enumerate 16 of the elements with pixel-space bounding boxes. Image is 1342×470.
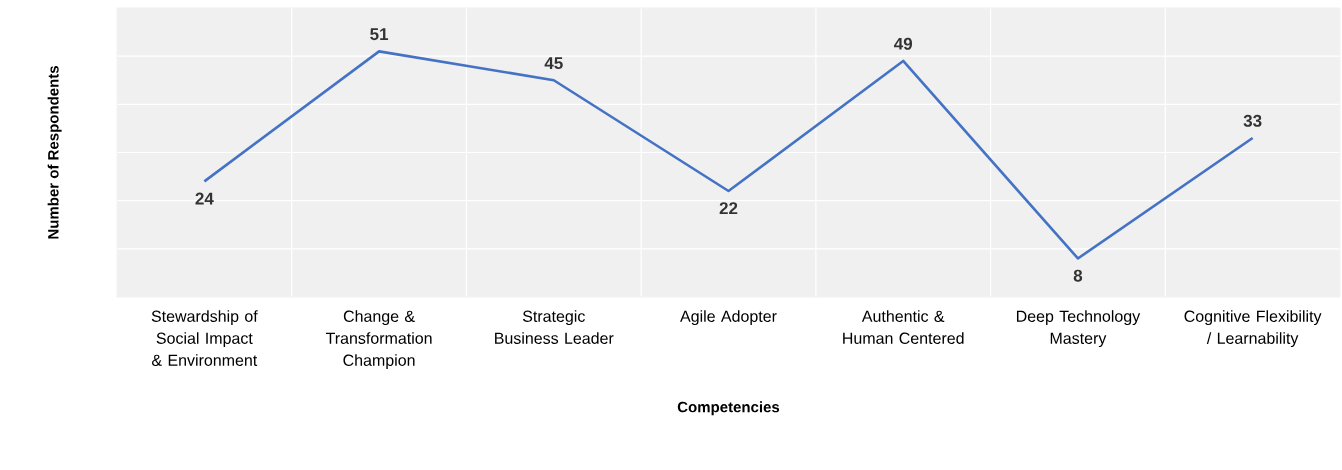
data-label: 33: [1243, 114, 1262, 127]
data-label: 45: [544, 57, 563, 70]
x-tick-label: Stewardship of Social Impact & Environment: [151, 310, 258, 366]
data-label: 24: [195, 192, 214, 205]
x-tick-label: Authentic & Human Centered: [843, 310, 964, 344]
data-label: 22: [719, 202, 738, 215]
data-label: 51: [370, 28, 389, 41]
x-axis-title: Competencies: [677, 401, 780, 416]
y-axis-title: Number of Respondents: [47, 66, 62, 239]
x-tick-label: Cognitive Flexibility / Learnability: [1184, 310, 1322, 348]
x-tick-label: Agile Adopter: [680, 310, 777, 326]
data-label: 49: [894, 37, 913, 50]
x-tick-label: Deep Technology Mastery: [1016, 310, 1141, 348]
x-tick-label: Strategic Business Leader: [495, 310, 614, 344]
data-label: 8: [1073, 269, 1083, 282]
x-tick-label: Change & Transformation Champion: [325, 310, 432, 370]
